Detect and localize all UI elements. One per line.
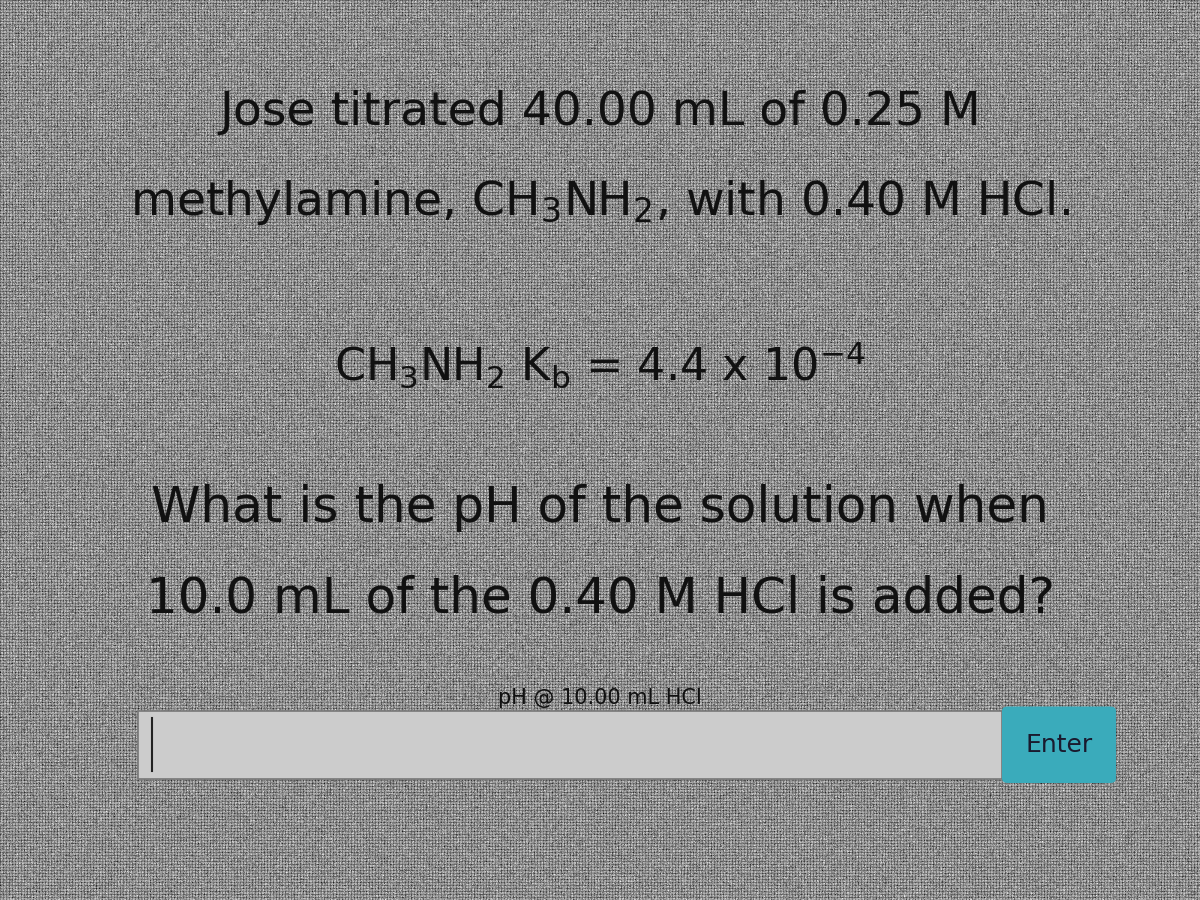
Text: methylamine, CH$_3$NH$_2$, with 0.40 M HCl.: methylamine, CH$_3$NH$_2$, with 0.40 M H…	[130, 178, 1070, 227]
Text: What is the pH of the solution when: What is the pH of the solution when	[151, 484, 1049, 533]
Text: pH @ 10.00 mL HCI: pH @ 10.00 mL HCI	[498, 688, 702, 707]
Text: 10.0 mL of the 0.40 M HCl is added?: 10.0 mL of the 0.40 M HCl is added?	[145, 574, 1055, 623]
FancyBboxPatch shape	[1002, 706, 1116, 783]
Text: Jose titrated 40.00 mL of 0.25 M: Jose titrated 40.00 mL of 0.25 M	[220, 90, 980, 135]
Text: CH$_3$NH$_2$ K$_\mathrm{b}$ = 4.4 x 10$^{-4}$: CH$_3$NH$_2$ K$_\mathrm{b}$ = 4.4 x 10$^…	[335, 339, 865, 390]
FancyBboxPatch shape	[138, 711, 1002, 778]
Text: Enter: Enter	[1025, 733, 1093, 757]
